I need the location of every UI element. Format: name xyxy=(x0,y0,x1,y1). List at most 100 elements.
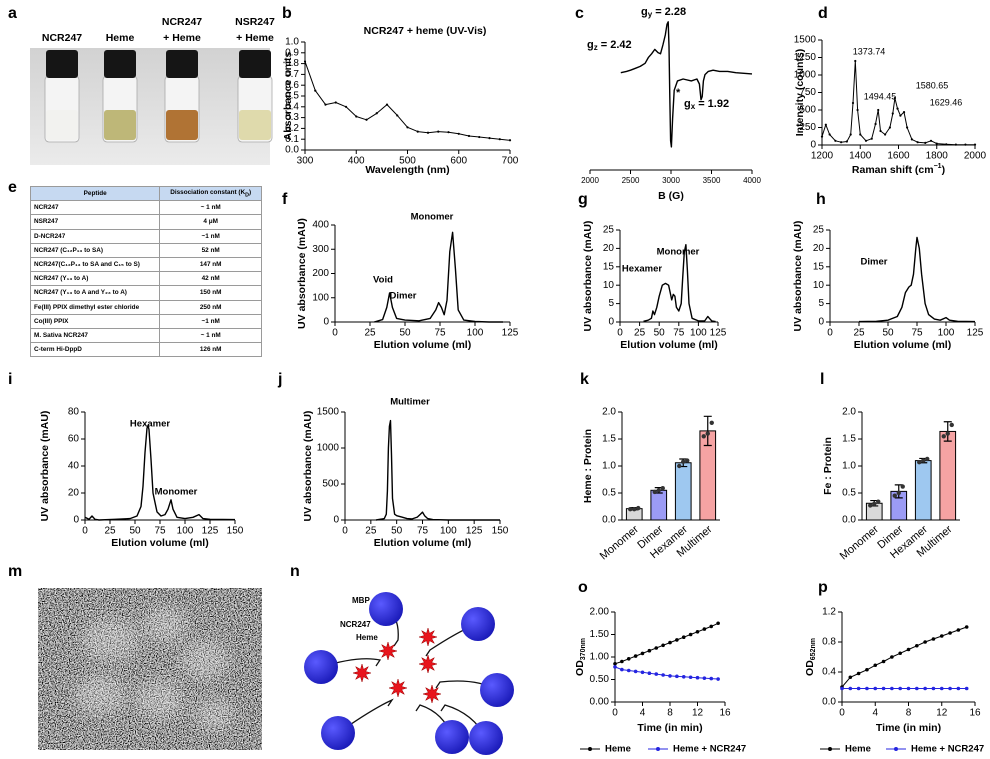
diagram-label: Heme xyxy=(356,633,378,642)
panel-label: i xyxy=(8,371,12,388)
data-point xyxy=(948,686,952,691)
x-axis-label: Time (in min) xyxy=(876,722,941,734)
table-row: NCR247 (C₁₂P₁₃ to SA) 52 nM xyxy=(29,242,262,258)
y-tick-label: 1.5 xyxy=(842,434,856,445)
data-point xyxy=(375,112,378,115)
table-row: NCR247 (Y₁₃ to A and Y₂₃ to A) 150 nM xyxy=(29,285,262,301)
data-point xyxy=(824,123,827,126)
data-point xyxy=(702,627,707,631)
x-tick-label: 1400 xyxy=(849,151,872,162)
data-point xyxy=(948,631,952,635)
table-cell: 250 nM xyxy=(159,299,262,315)
y-tick-label: 0.4 xyxy=(285,101,299,112)
x-axis-label-text: Wavelength (nm) xyxy=(365,164,449,176)
data-point xyxy=(915,686,919,691)
y-tick-label: 0 xyxy=(818,317,824,328)
x-tick-label: 1600 xyxy=(887,151,910,162)
data-point xyxy=(716,621,720,626)
peak-label: 1629.46 xyxy=(930,97,963,107)
x-tick-label: 4000 xyxy=(743,176,761,185)
table-cell: 150 nM xyxy=(159,285,262,301)
diagram-label: MBP xyxy=(352,596,370,605)
data-point xyxy=(457,132,460,135)
data-point xyxy=(893,97,896,100)
y-tick-label: 0 xyxy=(73,515,79,526)
x-tick-label: 25 xyxy=(364,328,376,339)
y-tick-label: 0.5 xyxy=(285,91,299,102)
legend-swatch xyxy=(828,747,832,751)
legend-swatch xyxy=(588,747,592,751)
data-point xyxy=(334,101,337,104)
data-point xyxy=(626,657,631,661)
panel-label: n xyxy=(290,563,300,580)
vial-cap xyxy=(166,50,198,78)
table-cell: NCR247 (Y₁₃ to A and Y₂₃ to A) xyxy=(29,285,161,301)
data-point xyxy=(874,122,877,126)
table-row: Co(III) PPIX ~1 nM xyxy=(29,313,262,329)
x-tick-label: 25 xyxy=(365,526,377,537)
data-point xyxy=(890,686,894,691)
table-row: NSR247 4 μM xyxy=(29,214,262,230)
data-point xyxy=(709,624,714,629)
data-line xyxy=(841,626,967,688)
x-tick-label: 0 xyxy=(839,708,845,719)
x-tick-label: 3500 xyxy=(703,176,721,185)
data-point xyxy=(647,671,652,675)
data-point xyxy=(355,115,358,118)
annotation-sub: x xyxy=(691,102,696,111)
y-tick-label: 0.7 xyxy=(285,69,299,80)
annotation-symbol: g xyxy=(587,39,594,51)
data-point xyxy=(906,686,911,691)
annotation-text: = 2.42 xyxy=(601,39,632,51)
data-point xyxy=(675,674,679,679)
table-header-cell: Peptide xyxy=(29,185,161,202)
y-tick-label: 0.5 xyxy=(842,488,856,499)
mbp-ball xyxy=(435,720,469,754)
x-tick-label: 100 xyxy=(440,526,457,537)
data-point xyxy=(873,663,878,668)
data-point xyxy=(888,126,891,129)
table-cell: NCR247 (Y₁₃ to A) xyxy=(29,271,161,287)
x-tick-label: 0 xyxy=(617,328,623,339)
data-point xyxy=(923,686,927,691)
x-axis-label: Elution volume (ml) xyxy=(111,537,208,549)
x-tick-label: 50 xyxy=(129,526,141,537)
mbp-ball xyxy=(304,650,338,684)
data-point xyxy=(848,686,853,691)
x-axis-label-text: Elution volume (ml) xyxy=(374,537,471,549)
y-tick-label: 15 xyxy=(603,261,615,272)
data-point xyxy=(973,143,977,146)
peak-label: 1373.74 xyxy=(853,46,886,56)
data-point xyxy=(416,130,419,133)
data-point xyxy=(856,108,859,112)
data-point xyxy=(640,670,645,675)
data-point xyxy=(709,676,714,681)
y-tick-label: 0.3 xyxy=(285,112,299,123)
table-row: M. Sativa NCR247 ~ 1 nM xyxy=(29,327,262,344)
x-axis-label: Elution volume (ml) xyxy=(620,339,717,351)
heme-star xyxy=(378,641,398,661)
panel-label: j xyxy=(277,371,282,388)
replicate-point xyxy=(701,434,706,439)
replicate-point xyxy=(709,420,714,425)
replicate-point xyxy=(660,485,665,491)
x-tick-label: 125 xyxy=(710,328,727,339)
y-axis-label-text: UV absorbance (mAU) xyxy=(296,218,308,329)
replicate-point xyxy=(949,422,954,428)
x-tick-label: 4 xyxy=(872,708,878,719)
panel-label: o xyxy=(578,579,588,596)
table-cell: NCR247(C₁₂P₁₃ to SA and C₁₅ to S) xyxy=(29,256,161,273)
data-point xyxy=(898,686,902,691)
vial-liquid xyxy=(239,110,271,140)
legend-label: Heme + NCR247 xyxy=(911,744,984,755)
y-axis-label: OD652nm xyxy=(804,638,817,676)
table-cell: 147 nM xyxy=(159,256,262,273)
replicate-point xyxy=(705,431,710,436)
data-point xyxy=(406,126,409,129)
replicate-point xyxy=(896,490,901,496)
data-point xyxy=(654,646,659,650)
data-point xyxy=(478,135,481,139)
table-cell: Fe(III) PPIX dimethyl ester chloride xyxy=(29,299,161,315)
data-point xyxy=(661,643,665,648)
vial-liquid xyxy=(166,110,198,140)
